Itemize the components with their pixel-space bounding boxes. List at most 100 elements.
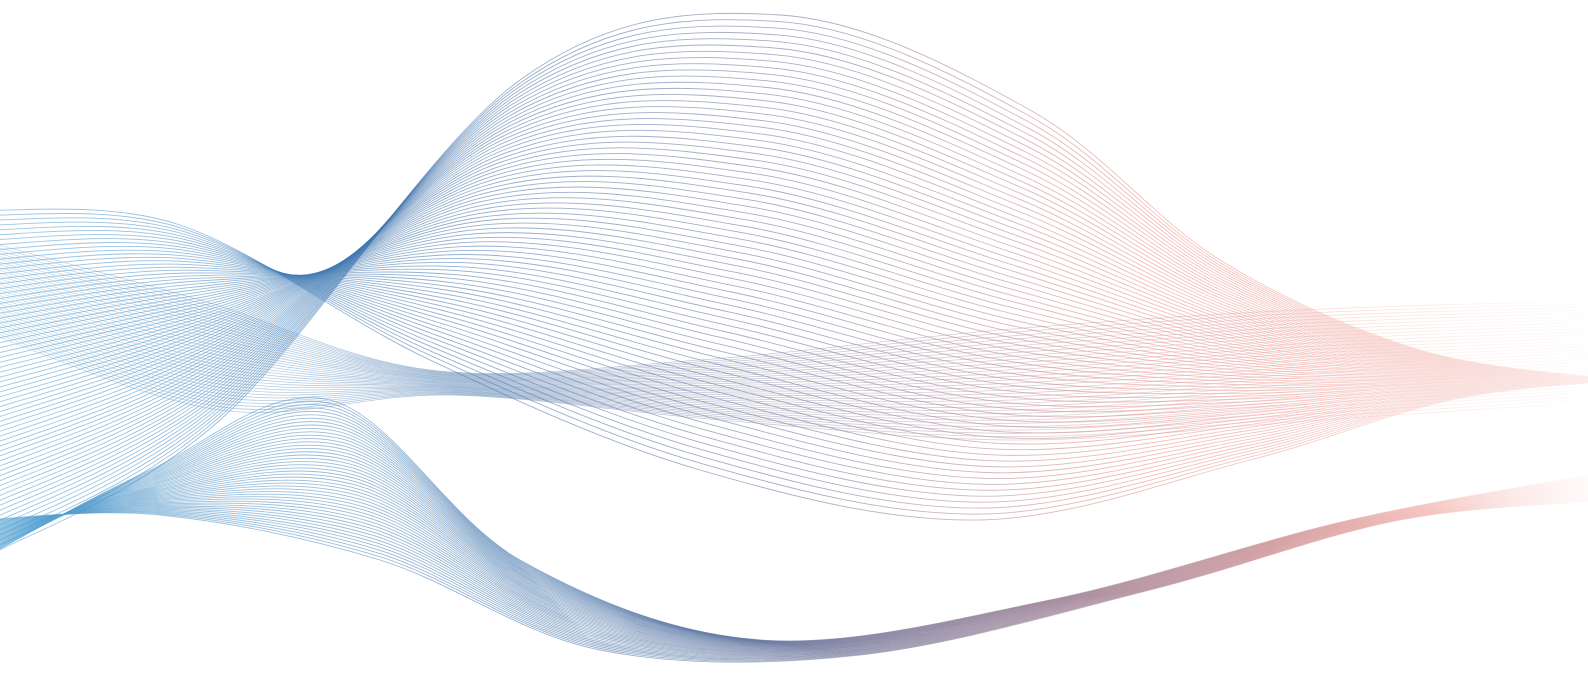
wave-line <box>0 94 1588 486</box>
wave-line <box>0 494 1588 653</box>
wave-line <box>0 447 1588 646</box>
wave-line <box>0 31 1588 536</box>
wave-line <box>0 275 1588 384</box>
wave-line <box>0 314 1588 415</box>
wave-line <box>0 485 1588 650</box>
wave-line <box>0 129 1588 457</box>
wave-line <box>0 444 1588 646</box>
wave-line <box>0 245 1588 382</box>
wave-line <box>0 488 1588 651</box>
wave-line <box>0 236 1588 381</box>
wave-line <box>0 268 1588 399</box>
wave-line <box>0 317 1588 418</box>
wave-line <box>0 242 1588 474</box>
wave-line <box>0 501 1588 663</box>
wave-line <box>0 497 1588 656</box>
wave-line <box>0 267 1588 381</box>
flat-right-band <box>0 244 1588 441</box>
wave-line <box>0 263 1588 439</box>
wave-line <box>0 331 1588 434</box>
wave-line <box>0 261 1588 391</box>
wave-line <box>0 281 1588 386</box>
wave-line <box>0 245 1588 468</box>
wave-line <box>0 270 1588 382</box>
wave-line <box>0 311 1588 411</box>
wave-line <box>0 141 1588 447</box>
wave-line <box>0 164 1588 427</box>
wave-line <box>0 12 1588 551</box>
wave-line <box>0 135 1588 452</box>
wave-line <box>0 221 1588 503</box>
wave-line <box>0 493 1588 652</box>
wave-line <box>0 264 1588 380</box>
wave-line <box>0 431 1588 644</box>
wave-line <box>0 297 1588 397</box>
wave-line <box>0 232 1588 381</box>
wave-line <box>0 44 1588 526</box>
wave-line <box>0 289 1588 390</box>
wave-line <box>0 112 1588 472</box>
wave-line <box>0 461 1588 647</box>
wave-line <box>0 250 1588 376</box>
wave-line <box>0 258 1588 378</box>
wave-line <box>0 272 1588 423</box>
wave-line <box>0 495 1588 654</box>
wave-line <box>0 495 1588 655</box>
wave-line <box>0 273 1588 408</box>
large-crest-band <box>0 12 1588 551</box>
wave-line <box>0 207 1588 388</box>
wave-line <box>0 470 1588 648</box>
wave-line <box>0 295 1588 394</box>
wave-line <box>0 309 1588 408</box>
wave-line <box>0 274 1588 413</box>
wave-line <box>0 272 1588 383</box>
wave-line <box>0 69 1588 506</box>
wave-line <box>0 464 1588 648</box>
wave-line <box>0 261 1588 379</box>
wave-line <box>0 303 1588 402</box>
wave-line <box>0 292 1588 392</box>
wave-line <box>0 38 1588 531</box>
wave-line <box>0 491 1588 651</box>
wave-line <box>0 320 1588 421</box>
wave-line <box>0 244 1588 374</box>
wave-line <box>0 63 1588 511</box>
wave-line <box>0 158 1588 432</box>
wave-line <box>0 222 1588 380</box>
wave-line <box>0 253 1588 377</box>
wave-line <box>0 434 1588 645</box>
wave-line <box>0 284 1588 387</box>
wave-line <box>0 124 1588 462</box>
lower-left-blue-band <box>0 397 1588 663</box>
wave-line <box>0 328 1588 431</box>
wave-line <box>0 256 1588 378</box>
wave-line <box>0 336 1588 441</box>
wave-line <box>0 186 1588 408</box>
wave-line <box>0 286 1588 388</box>
wave-line <box>0 227 1588 381</box>
wave-line <box>0 476 1588 649</box>
wave-line <box>0 325 1588 428</box>
wave-line <box>0 323 1588 424</box>
wave-line <box>0 230 1588 491</box>
wave-line <box>0 424 1588 644</box>
wave-line <box>0 25 1588 541</box>
wave-line <box>0 300 1588 399</box>
wave-line <box>0 258 1588 389</box>
wave-line <box>0 191 1588 403</box>
wave-line <box>0 269 1588 428</box>
wave-line <box>0 334 1588 438</box>
wave-line <box>0 457 1588 647</box>
wave-line <box>0 260 1588 445</box>
wave-line <box>0 249 1588 384</box>
wave-line <box>0 213 1588 515</box>
wave-line <box>0 306 1588 405</box>
wave-line <box>0 234 1588 485</box>
wave-line <box>0 247 1588 375</box>
wave-line <box>0 278 1588 385</box>
wave-line <box>0 473 1588 649</box>
wave-line <box>0 50 1588 521</box>
wave-line <box>0 256 1588 451</box>
